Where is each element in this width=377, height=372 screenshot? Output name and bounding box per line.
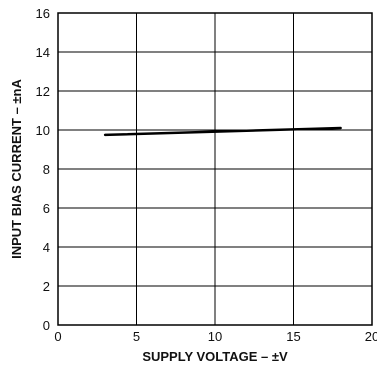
data-series xyxy=(103,126,342,137)
y-tick-label-3: 6 xyxy=(43,201,50,216)
x-axis-ticks: 0 5 10 15 20 xyxy=(54,329,377,344)
y-axis-label: INPUT BIAS CURRENT – ±nA xyxy=(9,79,24,259)
x-tick-label-1: 5 xyxy=(133,329,140,344)
y-tick-label-6: 12 xyxy=(36,84,50,99)
y-tick-label-4: 8 xyxy=(43,162,50,177)
x-tick-label-0: 0 xyxy=(54,329,61,344)
x-tick-label-2: 10 xyxy=(208,329,222,344)
y-tick-label-2: 4 xyxy=(43,240,50,255)
x-tick-label-3: 15 xyxy=(286,329,300,344)
y-tick-label-1: 2 xyxy=(43,279,50,294)
series-line-0 xyxy=(103,126,342,137)
y-tick-label-5: 10 xyxy=(36,123,50,138)
plot-frame xyxy=(57,12,373,326)
y-tick-label-0: 0 xyxy=(43,318,50,333)
y-tick-label-7: 14 xyxy=(36,45,50,60)
grid-lines xyxy=(57,12,373,326)
y-tick-label-8: 16 xyxy=(36,6,50,21)
y-axis-ticks: 0 2 4 6 8 10 12 14 16 xyxy=(36,6,50,333)
x-axis-label: SUPPLY VOLTAGE – ±V xyxy=(142,349,288,364)
x-tick-label-4: 20 xyxy=(365,329,377,344)
